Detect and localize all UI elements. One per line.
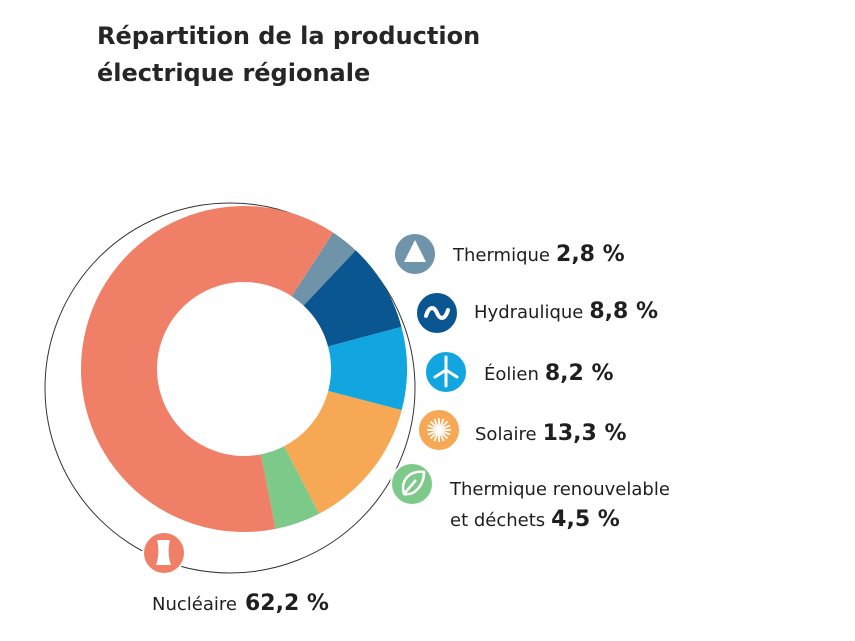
nucleaire-badge [142, 531, 186, 575]
label-thermique-renouvelable: Thermique renouvelable [449, 479, 670, 500]
slice-thermique [291, 232, 356, 306]
thermique-renouvelable-badge [390, 462, 434, 506]
chart-title-line-1: Répartition de la production [97, 22, 481, 50]
leaf-icon [401, 470, 426, 496]
outer-guide-circle [44, 202, 416, 574]
slice-hydraulique [303, 250, 402, 347]
eolien-badge [424, 350, 468, 394]
label-thermique: Thermique 2,8 % [452, 242, 625, 267]
hydraulique-badge [415, 291, 459, 335]
triangle-icon [404, 240, 426, 262]
chart-title-line-2: électrique régionale [97, 59, 371, 87]
sun-ray [429, 420, 437, 428]
wind-turbine-icon [433, 355, 459, 388]
sun-ray [433, 418, 439, 427]
sun-ray [441, 420, 449, 428]
sun-ray [429, 432, 437, 440]
chart-title: Répartition de la production électrique … [97, 18, 480, 92]
sun-ray [442, 430, 451, 436]
donut-slices [80, 205, 408, 532]
label-hydraulique: Hydraulique 8,8 % [474, 299, 658, 324]
slice-solaire [284, 390, 402, 514]
sun-ray [439, 433, 445, 442]
sun-icon [427, 418, 451, 442]
sun-ray [439, 418, 445, 427]
nuclear-plant-icon [156, 540, 171, 565]
sun-ray [442, 424, 451, 430]
label-eolien: Éolien 8,2 % [484, 361, 614, 386]
sun-core [435, 426, 443, 434]
sun-ray [441, 432, 449, 440]
slice--olien [328, 326, 408, 411]
wave-icon [424, 306, 450, 320]
solaire-badge [417, 408, 461, 452]
label-nucleaire: Nucléaire 62,2 % [152, 591, 329, 616]
sun-ray [433, 433, 439, 442]
sun-ray [427, 424, 436, 430]
label-solaire: Solaire 13,3 % [475, 421, 627, 446]
sun-ray [427, 430, 436, 436]
thermique-badge [393, 232, 437, 276]
slice-nucl-aire [80, 205, 334, 532]
label-thermique-renouvelable-line2: et déchets 4,5 % [450, 507, 620, 532]
slice-thermique-renouvelable [260, 446, 320, 529]
